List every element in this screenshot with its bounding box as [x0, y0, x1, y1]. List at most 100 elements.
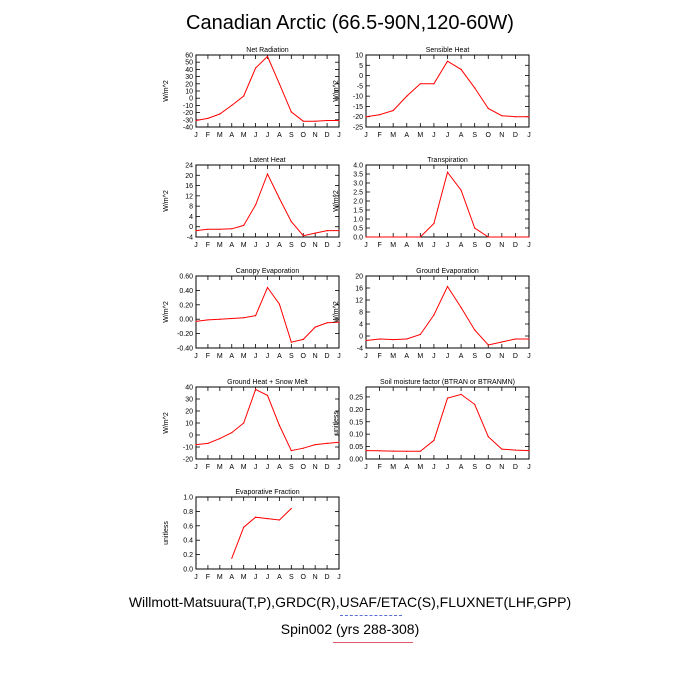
- x-tick-label: J: [446, 242, 450, 249]
- x-tick-label: N: [313, 464, 318, 471]
- y-tick-label: -4: [357, 346, 363, 353]
- series-line: [366, 171, 529, 238]
- x-tick-label: N: [313, 242, 318, 249]
- x-tick-label: A: [229, 353, 234, 360]
- x-tick-label: S: [289, 574, 294, 581]
- x-tick-label: F: [377, 132, 381, 139]
- x-tick-label: N: [313, 132, 318, 139]
- x-tick-label: D: [513, 464, 518, 471]
- data-point: [302, 447, 304, 449]
- x-tick-label: J: [194, 574, 198, 581]
- data-point: [460, 68, 462, 70]
- data-point: [419, 83, 421, 85]
- chart-title: Latent Heat: [249, 157, 285, 164]
- x-tick-label: J: [194, 353, 198, 360]
- y-tick-label: 4.0: [353, 163, 363, 170]
- x-tick-label: O: [301, 242, 307, 249]
- x-tick-label: M: [241, 242, 247, 249]
- data-point: [266, 55, 269, 58]
- x-tick-label: D: [325, 353, 330, 360]
- data-point: [278, 83, 280, 85]
- data-point: [195, 119, 197, 122]
- x-tick-label: J: [364, 464, 368, 471]
- data-point: [379, 450, 381, 452]
- x-tick-label: J: [266, 464, 270, 471]
- x-tick-label: M: [241, 464, 247, 471]
- y-tick-label: 0.20: [179, 302, 193, 309]
- x-tick-label: D: [325, 242, 330, 249]
- y-tick-label: 0.00: [179, 317, 193, 324]
- data-point: [243, 526, 245, 528]
- data-point: [231, 104, 233, 106]
- data-point: [266, 518, 269, 520]
- x-tick-label: O: [301, 464, 307, 471]
- data-point: [314, 444, 316, 446]
- series-line: [195, 172, 339, 237]
- data-point: [379, 338, 381, 340]
- data-point: [514, 236, 517, 238]
- x-tick-label: J: [254, 132, 258, 139]
- x-tick-label: M: [417, 132, 423, 139]
- data-point: [290, 507, 292, 510]
- data-point: [446, 397, 449, 399]
- y-axis-label: W/m^2: [333, 190, 340, 212]
- data-point: [379, 236, 381, 238]
- y-tick-label: 3.0: [353, 181, 363, 188]
- x-tick-label: J: [194, 464, 198, 471]
- data-point: [243, 317, 245, 319]
- data-point: [528, 116, 530, 118]
- data-point: [290, 341, 292, 343]
- x-tick-label: M: [217, 242, 223, 249]
- y-tick-label: 2.5: [353, 190, 363, 197]
- chart-title: Ground Heat + Snow Melt: [227, 379, 308, 386]
- data-point: [326, 442, 328, 444]
- data-point: [514, 116, 517, 118]
- x-tick-label: J: [266, 353, 270, 360]
- y-tick-label: 20: [185, 81, 193, 88]
- x-tick-label: O: [301, 574, 307, 581]
- x-tick-label: J: [266, 132, 270, 139]
- y-tick-label: 20: [185, 173, 193, 180]
- x-tick-label: S: [289, 132, 294, 139]
- y-tick-label: -30: [183, 117, 193, 124]
- data-point: [302, 338, 304, 340]
- y-tick-label: 0.40: [179, 288, 193, 295]
- x-tick-label: M: [217, 132, 223, 139]
- data-point: [266, 286, 269, 289]
- data-point: [365, 450, 367, 452]
- data-point: [302, 120, 304, 122]
- x-tick-label: D: [513, 242, 518, 249]
- data-point: [207, 228, 209, 230]
- x-tick-label: N: [499, 464, 504, 471]
- data-point: [365, 339, 367, 342]
- x-tick-label: M: [217, 574, 223, 581]
- x-tick-label: A: [459, 464, 464, 471]
- chart-title: Soil moisture factor (BTRAN or BTRANMN): [380, 379, 515, 386]
- chart-panel-5: Canopy Evaporation W/m^2 -0.40 -0.20 0.00 0.2…: [163, 268, 341, 360]
- y-tick-label: 20: [185, 409, 193, 416]
- data-point: [219, 228, 221, 230]
- legend-dashes: [340, 615, 402, 616]
- y-axis-label: W/m^2: [163, 190, 170, 212]
- y-tick-label: -20: [183, 457, 193, 464]
- data-point: [338, 230, 340, 232]
- plot-frame: [195, 496, 340, 570]
- chart-panel-8: Soil moisture factor (BTRAN or BTRANMN) u…: [333, 379, 531, 471]
- x-tick-label: F: [206, 242, 210, 249]
- y-tick-label: 24: [185, 163, 193, 170]
- data-point: [338, 441, 340, 443]
- data-point: [474, 227, 476, 229]
- y-tick-label: 1.0: [183, 495, 193, 502]
- y-tick-label: 12: [185, 193, 193, 200]
- x-tick-label: O: [301, 353, 307, 360]
- data-point: [255, 388, 257, 390]
- y-tick-label: 1.5: [353, 208, 363, 215]
- chart-title: Evaporative Fraction: [235, 489, 299, 496]
- data-point: [243, 95, 245, 97]
- data-point: [278, 519, 280, 521]
- x-tick-label: F: [377, 464, 381, 471]
- x-tick-label: J: [446, 464, 450, 471]
- y-tick-label: 0.10: [349, 432, 363, 439]
- y-tick-label: 16: [185, 183, 193, 190]
